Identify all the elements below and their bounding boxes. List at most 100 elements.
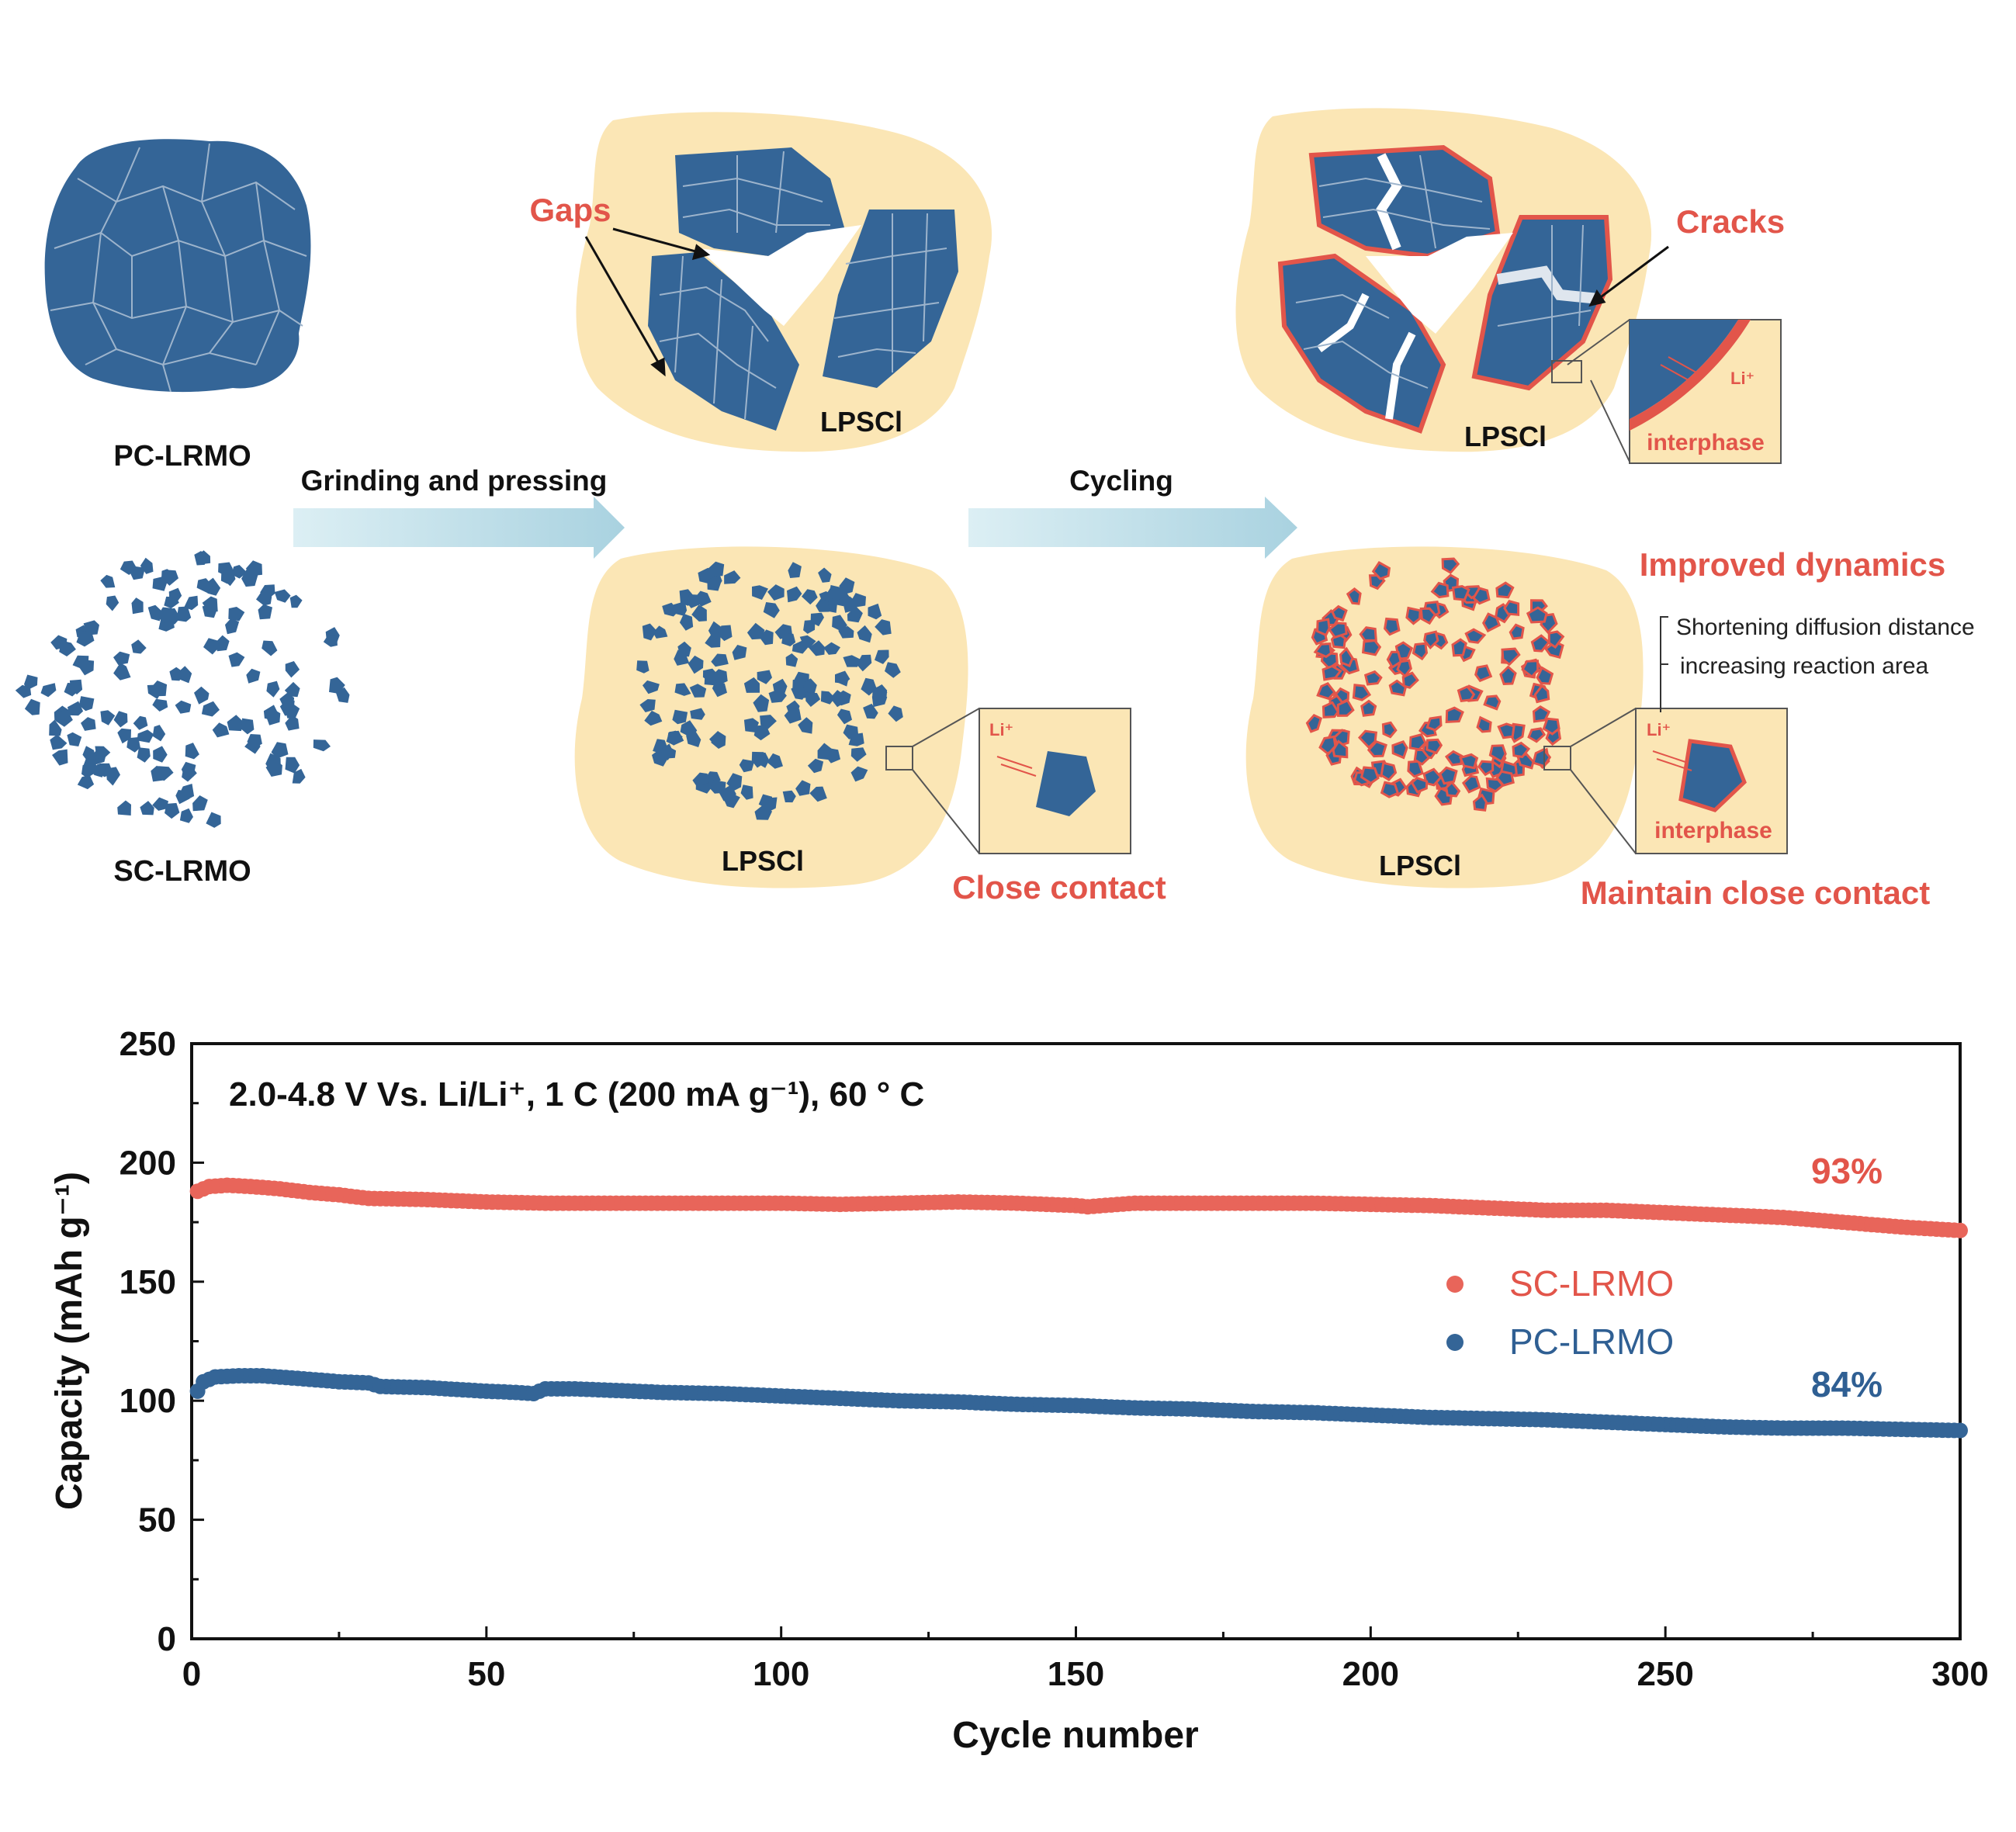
series-layer [189, 1177, 1968, 1439]
crystal-particle [83, 620, 99, 635]
crystal-particle [24, 698, 40, 715]
sc-cycled-electrolyte [1245, 546, 1644, 888]
crystal-particle [1327, 622, 1348, 639]
crystal-particle [225, 618, 240, 635]
crystal-particle [1530, 634, 1551, 653]
crystal-particle [795, 780, 811, 796]
crystal-particle [787, 586, 802, 603]
cracks-label: Cracks [1676, 203, 1785, 240]
crystal-particle [165, 802, 180, 819]
crystal-particle [285, 661, 300, 678]
crystal-particle [274, 589, 291, 603]
crystal-particle [863, 703, 878, 719]
crystal-particle [1547, 630, 1565, 649]
li-label-maintain: Li⁺ [1647, 720, 1671, 739]
x-tick-label: 300 [1931, 1655, 1988, 1693]
crystal-particle [106, 595, 120, 611]
crystal-particle [245, 560, 262, 576]
legend-pc-marker [1446, 1334, 1464, 1351]
y-tick-label: 50 [138, 1501, 176, 1539]
crystal-particle [754, 804, 772, 820]
crystal-particle [1380, 761, 1398, 781]
crystal-particle [1532, 747, 1552, 768]
crystal-particle [1477, 760, 1495, 777]
crystal-particle [1497, 722, 1515, 739]
interphase-label-bottom: interphase [1654, 818, 1772, 843]
crystal-particle [1474, 664, 1493, 683]
y-axis-title: Capacity (mAh g⁻¹) [49, 1172, 90, 1510]
gaps-pointer-arrows [584, 227, 711, 377]
crystal-particle [1410, 776, 1429, 794]
crystal-particle [228, 652, 245, 667]
crystal-particle [1371, 561, 1391, 580]
crystal-particle [1472, 793, 1488, 812]
sc-lrmo-particles [15, 550, 350, 828]
crystal-particle [201, 701, 220, 717]
crystal-particle [137, 747, 151, 763]
crystal-particle [271, 742, 289, 759]
crystal-particle [1391, 739, 1408, 760]
crystal-particle [1471, 587, 1491, 605]
crystal-particle [784, 708, 802, 724]
pc-lrmo-particle [44, 139, 311, 393]
crystal-particle [1542, 717, 1560, 736]
crystal-particle [1305, 713, 1323, 733]
crystal-particle [754, 752, 770, 768]
crystal-particle [667, 730, 683, 746]
crystal-particle [258, 604, 272, 620]
crystal-particle [802, 678, 817, 695]
crystal-particle [185, 743, 199, 760]
crystal-particle [77, 774, 95, 790]
cracks-pointer-arrow [1588, 245, 1669, 307]
crystal-particle [140, 557, 154, 574]
crystal-particle [1331, 604, 1348, 622]
crystal-particle [1439, 766, 1458, 785]
crystal-particle [1359, 626, 1377, 642]
maintain-contact-label: Maintain close contact [1581, 874, 1930, 911]
crystal-particle [120, 560, 137, 575]
crystal-particle [753, 694, 770, 712]
crystal-particle [686, 732, 701, 747]
crystal-particle [152, 698, 168, 712]
crystal-particle [817, 743, 833, 760]
crystal-particle [52, 749, 68, 766]
crystal-particle [203, 638, 220, 655]
crystal-particle [285, 715, 300, 731]
crystal-particle [688, 655, 704, 674]
crystal-particle [82, 746, 96, 762]
crystal-particle [843, 655, 861, 667]
crystal-particle [768, 688, 787, 703]
crystal-particle [153, 746, 168, 763]
crystal-particle [40, 683, 57, 698]
benefit-bracket [1660, 616, 1668, 712]
crystal-particle [113, 711, 128, 728]
crystal-particle [1464, 628, 1487, 644]
series-sc-lrmo [189, 1177, 1968, 1238]
crystal-particle [218, 562, 233, 575]
crystal-particle [828, 584, 846, 601]
crystal-particle [1444, 750, 1464, 767]
crystal-particle [1425, 738, 1443, 755]
crystal-particle [49, 719, 62, 736]
crystal-particle [674, 683, 691, 696]
crystal-particle [885, 662, 901, 678]
crystal-particle [100, 710, 116, 726]
crystal-particle [809, 640, 825, 656]
crystal-particle [673, 601, 688, 616]
crystal-particle [1445, 706, 1464, 723]
crystal-particle [1495, 581, 1515, 599]
crystal-particle [1313, 642, 1332, 659]
x-tick-label: 50 [467, 1655, 505, 1693]
crystal-particle [256, 590, 272, 606]
x-tick-label: 100 [753, 1655, 809, 1693]
crystal-particle [1352, 684, 1372, 701]
crystal-particle [279, 692, 295, 708]
crystal-particle [857, 625, 872, 643]
crystal-particle [194, 686, 210, 705]
crystal-particle [1501, 647, 1521, 667]
crystal-particle [284, 681, 300, 698]
crystal-particle [1527, 727, 1547, 743]
crystal-particle [868, 603, 882, 620]
cycling-label: Cycling [1069, 465, 1173, 497]
crystal-particle [743, 718, 759, 732]
